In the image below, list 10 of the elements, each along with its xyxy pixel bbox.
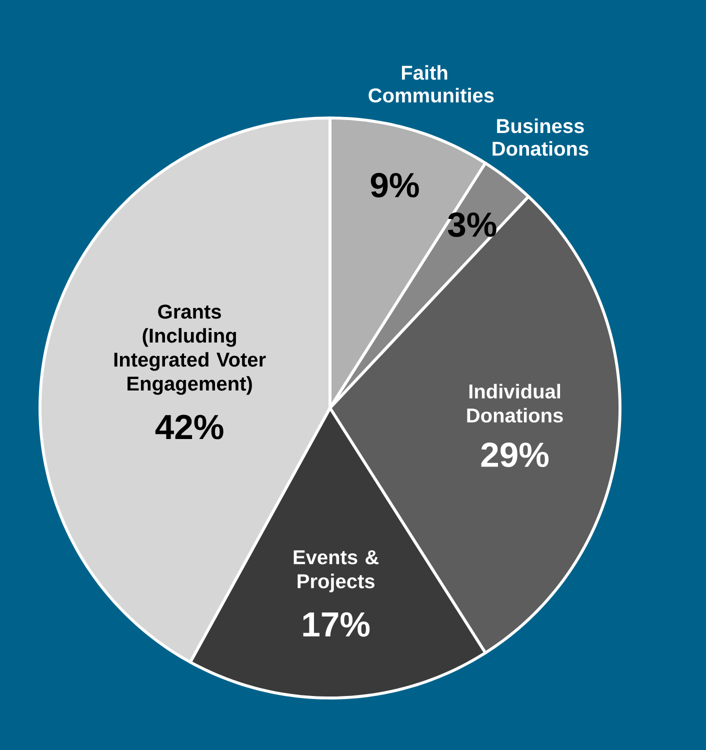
slice-label: Faith Communities — [368, 65, 494, 103]
data-label: 29% — [481, 442, 549, 468]
data-label: 9% — [370, 172, 419, 198]
data-label: 17% — [303, 612, 370, 637]
slice-label: Individual Donations — [467, 384, 563, 423]
slice-label: Business Donations — [492, 118, 588, 156]
data-label: 42% — [155, 414, 224, 440]
data-label: 3% — [448, 212, 496, 237]
slice-label: Events & Projects — [294, 550, 379, 592]
slice-label: Grants (Including Integrated Voter Engagement) — [114, 304, 266, 395]
